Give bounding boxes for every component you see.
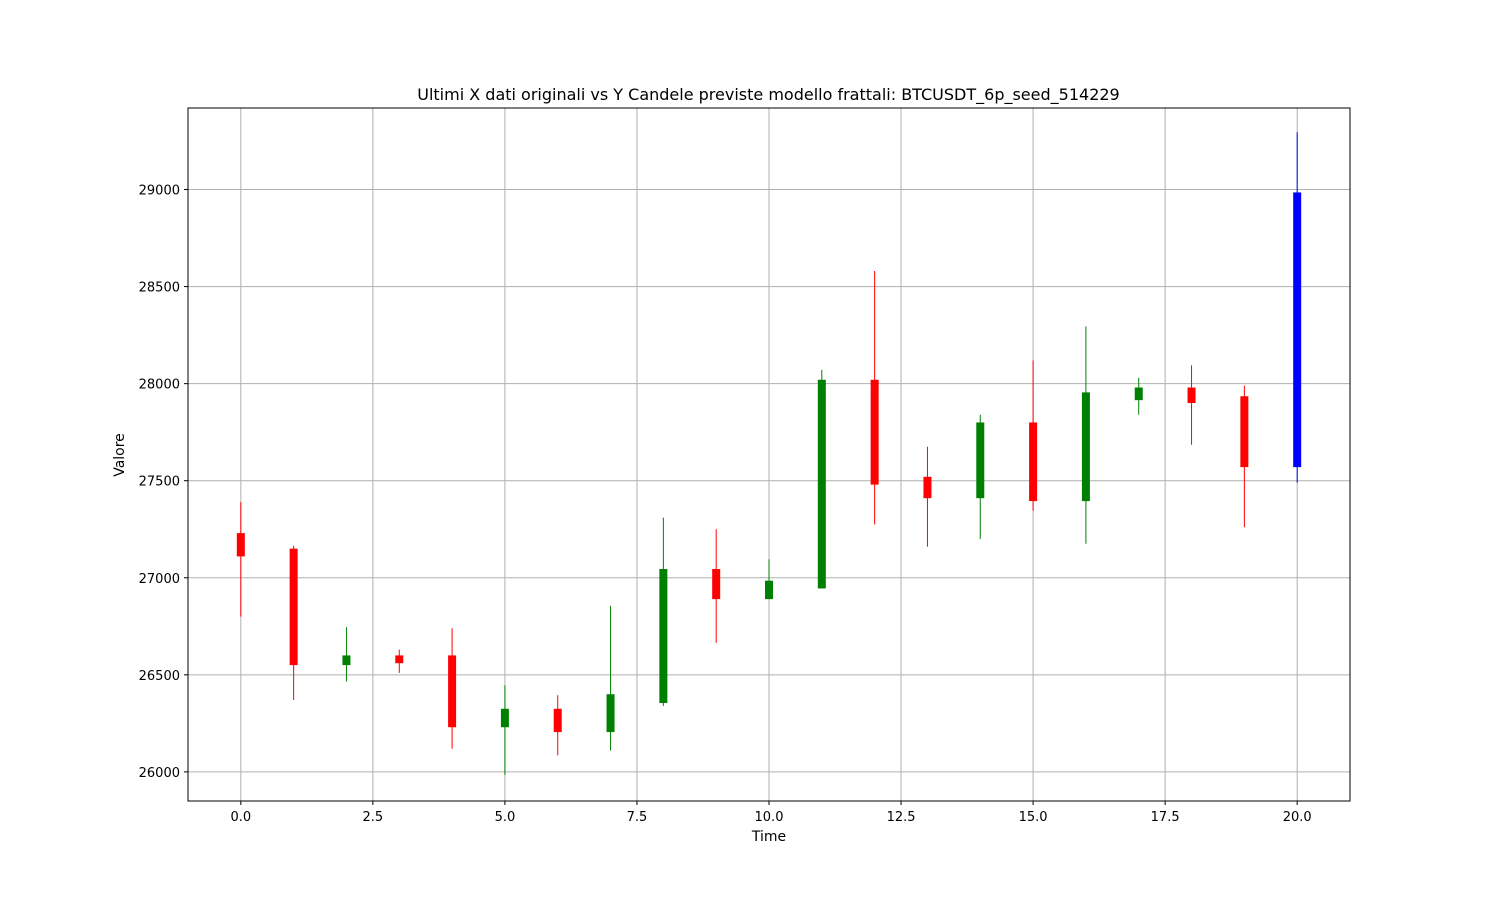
y-tick-label: 27500 [139, 475, 180, 490]
candle-body [553, 708, 562, 733]
x-tick-label: 20.0 [1283, 810, 1312, 825]
candle-body [817, 379, 826, 589]
candle [1240, 385, 1249, 528]
candle [817, 370, 826, 589]
grid-lines [188, 108, 1350, 801]
candle [236, 502, 245, 617]
candle-body [395, 655, 404, 664]
candle-body [500, 708, 509, 728]
y-tick-label: 29000 [139, 184, 180, 199]
candle-body [976, 422, 985, 499]
candle [712, 529, 721, 643]
y-tick-label: 28500 [139, 281, 180, 296]
candle-body [606, 694, 615, 733]
candle-body [1293, 192, 1302, 468]
x-tick-label: 12.5 [887, 810, 916, 825]
candle [448, 628, 457, 749]
candle-body [1029, 422, 1038, 502]
candle-body [342, 655, 351, 666]
candle [395, 649, 404, 673]
candle-body [448, 655, 457, 728]
candle-body [236, 533, 245, 557]
candle-body [1134, 387, 1143, 401]
y-tick-label: 27000 [139, 572, 180, 587]
y-tick-label: 28000 [139, 378, 180, 393]
x-tick-label: 5.0 [495, 810, 516, 825]
candles [236, 132, 1302, 775]
candle [1187, 365, 1196, 445]
candle-body [1240, 396, 1249, 468]
candle [870, 271, 879, 525]
y-tick-label: 26500 [139, 669, 180, 684]
x-tick-label: 0.0 [230, 810, 251, 825]
candle [500, 685, 509, 775]
y-tick-label: 26000 [139, 766, 180, 781]
x-axis-ticks: 0.0 2.5 5.0 7.5 10.0 12.5 15.0 17.5 20.0 [230, 801, 1312, 825]
candle-body [1081, 392, 1090, 502]
candle [289, 545, 298, 701]
x-tick-label: 17.5 [1151, 810, 1180, 825]
x-tick-label: 2.5 [363, 810, 384, 825]
candle [976, 414, 985, 539]
chart-title: Ultimi X dati originali vs Y Candele pre… [417, 85, 1119, 105]
candle-body [1187, 387, 1196, 404]
x-tick-label: 10.0 [755, 810, 784, 825]
candle-body [765, 580, 773, 600]
candle [1134, 377, 1143, 415]
candle [923, 446, 932, 547]
x-axis-label: Time [751, 829, 786, 845]
candle-body [659, 569, 668, 703]
x-tick-label: 15.0 [1019, 810, 1048, 825]
candle [1029, 360, 1038, 511]
candle [342, 627, 351, 682]
candle [765, 559, 773, 600]
candle [659, 517, 668, 706]
candle [1293, 132, 1302, 483]
candle-body [870, 379, 879, 485]
y-axis-label: Valore [112, 433, 128, 477]
candle-body [923, 476, 932, 499]
x-tick-label: 7.5 [627, 810, 648, 825]
candle [553, 695, 562, 756]
candle-body [289, 548, 298, 666]
y-axis-ticks: 26000 26500 27000 27500 28000 28500 29000 [139, 184, 188, 781]
candle [606, 605, 615, 751]
candle-body [712, 569, 721, 600]
candle [1081, 326, 1090, 544]
